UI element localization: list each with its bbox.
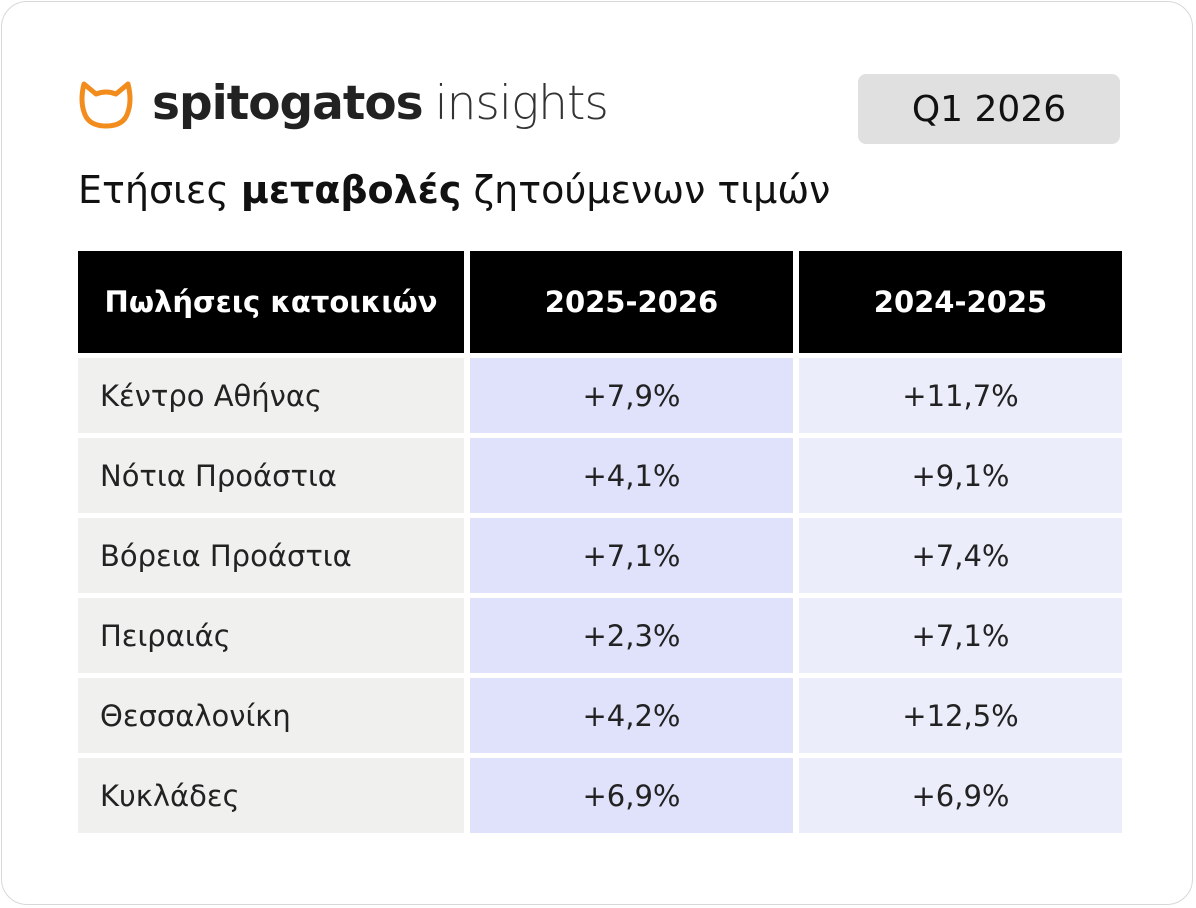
value-cell: +7,9% — [470, 358, 793, 433]
row-label: Νότια Προάστια — [78, 438, 464, 513]
value-cell: +2,3% — [470, 598, 793, 673]
value-cell: +6,9% — [470, 758, 793, 833]
logo-icon — [79, 81, 133, 129]
title-bold: μεταβολές — [240, 168, 462, 212]
value-cell: +7,4% — [799, 518, 1122, 593]
row-label: Κέντρο Αθήνας — [78, 358, 464, 433]
value-cell: +4,1% — [470, 438, 793, 513]
title-text: ζητούμενων τιμών — [473, 168, 831, 212]
title-text: Ετήσιες — [78, 168, 229, 212]
value-cell: +4,2% — [470, 678, 793, 753]
column-header: Πωλήσεις κατοικιών — [78, 251, 464, 353]
table: Πωλήσεις κατοικιών 2025-2026 2024-2025 Κέντ… — [78, 251, 1122, 833]
row-label: Βόρεια Προάστια — [78, 518, 464, 593]
row-label: Θεσσαλονίκη — [78, 678, 464, 753]
column-header: 2024-2025 — [799, 251, 1122, 353]
brand-name: spitogatos — [152, 76, 424, 131]
value-cell: +11,7% — [799, 358, 1122, 433]
row-label: Κυκλάδες — [78, 758, 464, 833]
value-cell: +7,1% — [470, 518, 793, 593]
value-cell: +7,1% — [799, 598, 1122, 673]
value-cell: +9,1% — [799, 438, 1122, 513]
period-badge: Q1 2026 — [858, 74, 1120, 144]
row-label: Πειραιάς — [78, 598, 464, 673]
brand: spitogatos insights — [152, 76, 609, 131]
title: Ετήσιες μεταβολές ζητούμενων τιμών — [78, 168, 830, 212]
value-cell: +12,5% — [799, 678, 1122, 753]
column-header: 2025-2026 — [470, 251, 793, 353]
value-cell: +6,9% — [799, 758, 1122, 833]
brand-suffix: insights — [434, 76, 609, 131]
